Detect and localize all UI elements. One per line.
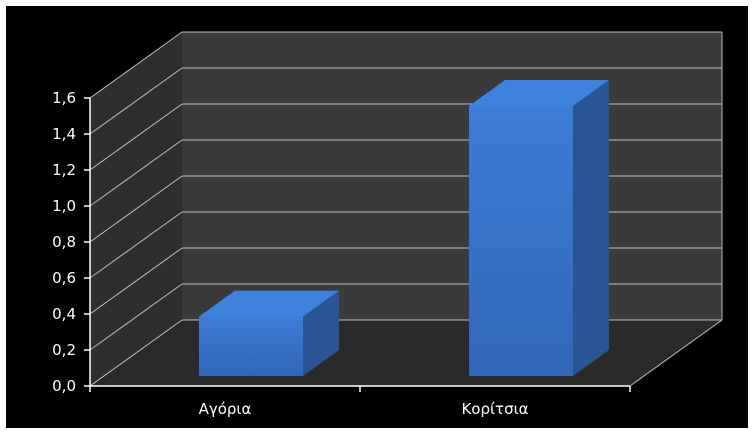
gridline-side bbox=[89, 139, 183, 207]
gridline-side bbox=[89, 175, 183, 243]
x-category-label: Κορίτσια bbox=[461, 400, 528, 418]
bar-front bbox=[199, 316, 303, 376]
gridline-side bbox=[89, 283, 183, 351]
gridline-side bbox=[89, 67, 183, 135]
y-tick-label: 0,2 bbox=[52, 341, 76, 359]
floor bbox=[90, 320, 722, 386]
y-tick-label: 0,0 bbox=[52, 377, 76, 395]
bar-top bbox=[199, 290, 339, 317]
y-tick-label: 1,4 bbox=[52, 125, 76, 143]
gridline-side bbox=[89, 31, 183, 99]
y-tick-label: 1,0 bbox=[52, 197, 76, 215]
chart-frame: 0,0 0,2 0,4 0,6 0,8 1,0 1,2 1,4 1,6 Αγόρια Κορίτσι… bbox=[6, 6, 748, 428]
bar-side bbox=[573, 80, 609, 376]
gridline-side bbox=[89, 319, 183, 387]
y-tick-label: 0,4 bbox=[52, 305, 76, 323]
x-category-label: Αγόρια bbox=[199, 400, 252, 418]
y-tick-label: 0,6 bbox=[52, 269, 76, 287]
bar-top bbox=[469, 80, 609, 106]
gridline-side bbox=[89, 211, 183, 279]
bar-front bbox=[469, 106, 573, 376]
y-tick-label: 0,8 bbox=[52, 233, 76, 251]
y-tick-label: 1,2 bbox=[52, 161, 76, 179]
bar-chart: 0,0 0,2 0,4 0,6 0,8 1,0 1,2 1,4 1,6 Αγόρια Κορίτσι… bbox=[52, 31, 723, 418]
bar bbox=[199, 290, 339, 376]
gridline-side bbox=[89, 247, 183, 315]
bar-side bbox=[303, 290, 339, 376]
floor-edge bbox=[629, 319, 723, 387]
bar bbox=[469, 80, 609, 376]
gridline-side bbox=[89, 103, 183, 171]
y-tick-label: 1,6 bbox=[52, 89, 76, 107]
